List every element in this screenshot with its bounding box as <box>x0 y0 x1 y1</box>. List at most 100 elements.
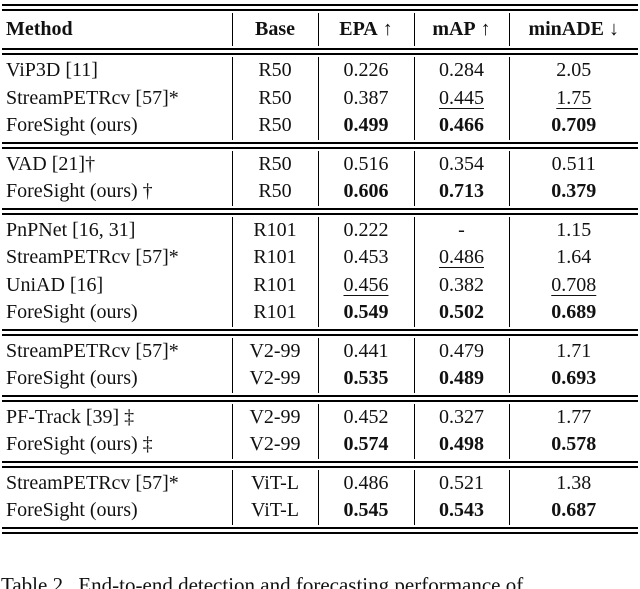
table-section: PF-Track [39] ‡ V2-99 0.452 0.327 1.77 ForeSi… <box>2 403 638 459</box>
epa-cell: 0.226 <box>317 57 414 85</box>
map-cell: 0.466 <box>413 112 509 140</box>
map-cell: 0.498 <box>413 431 509 459</box>
map-cell: 0.382 <box>413 271 509 299</box>
base-cell: R101 <box>231 299 318 327</box>
map-cell: 0.543 <box>413 497 509 525</box>
section-rule <box>2 393 638 404</box>
base-cell: R101 <box>231 271 318 299</box>
table-row: UniAD [16] R101 0.456 0.382 0.708 <box>2 271 638 299</box>
minade-cell: 1.38 <box>508 469 638 497</box>
method-cell: ForeSight (ours) ‡ <box>6 433 153 455</box>
column-header-map: mAP ↑ <box>413 13 509 46</box>
minade-cell: 1.15 <box>508 216 638 244</box>
base-cell: V2-99 <box>231 365 318 393</box>
method-cell: ForeSight (ours) <box>6 367 138 389</box>
method-cell: ForeSight (ours) <box>6 114 138 136</box>
base-cell: ViT-L <box>231 497 318 525</box>
double-rule <box>2 141 638 149</box>
column-header-minade: minADE ↓ <box>508 13 638 46</box>
minade-cell: 0.687 <box>508 497 638 525</box>
up-arrow-icon: ↑ <box>382 18 393 40</box>
epa-cell: 0.456 <box>317 271 414 299</box>
double-rule <box>2 48 638 55</box>
double-rule <box>2 328 638 336</box>
method-cell: StreamPETRcv [57]* <box>6 471 179 494</box>
map-cell: - <box>413 216 509 244</box>
column-header-method: Method <box>6 18 73 40</box>
table-row: PF-Track [39] ‡ V2-99 0.452 0.327 1.77 <box>2 403 638 431</box>
minade-cell: 0.693 <box>508 365 638 393</box>
epa-cell: 0.499 <box>317 112 414 140</box>
map-cell: 0.479 <box>413 337 509 365</box>
double-rule <box>2 460 638 468</box>
base-cell: R50 <box>231 178 318 206</box>
minade-cell: 1.77 <box>508 403 638 431</box>
table-row: ForeSight (ours) R50 0.499 0.466 0.709 <box>2 112 638 140</box>
map-cell: 0.445 <box>413 84 509 112</box>
minade-cell: 0.578 <box>508 431 638 459</box>
epa-cell: 0.452 <box>317 403 414 431</box>
minade-cell: 0.511 <box>508 150 638 178</box>
table-row: ForeSight (ours) ‡ V2-99 0.574 0.498 0.578 <box>2 431 638 459</box>
table-section: StreamPETRcv [57]* ViT-L 0.486 0.521 1.38 For… <box>2 469 638 525</box>
minade-cell: 0.708 <box>508 271 638 299</box>
minade-cell: 0.709 <box>508 112 638 140</box>
epa-cell: 0.222 <box>317 216 414 244</box>
top-rule <box>2 2 638 13</box>
table-row: ForeSight (ours) ViT-L 0.545 0.543 0.687 <box>2 497 638 525</box>
epa-cell: 0.549 <box>317 299 414 327</box>
table-row: PnPNet [16, 31] R101 0.222-1.15 <box>2 216 638 244</box>
results-table: Method Base EPA ↑ mAP ↑ minADE ↓ ViP3D [11]… <box>2 2 638 536</box>
table-row: ForeSight (ours) V2-99 0.535 0.489 0.693 <box>2 365 638 393</box>
table-caption: Table 2. End-to-end detection and forecas… <box>1 573 640 589</box>
table-row: StreamPETRcv [57]* R101 0.453 0.486 1.64 <box>2 244 638 272</box>
minade-cell: 2.05 <box>508 57 638 85</box>
method-cell: ForeSight (ours) † <box>6 180 153 202</box>
table-row: StreamPETRcv [57]* ViT-L 0.486 0.521 1.38 <box>2 469 638 497</box>
epa-cell: 0.516 <box>317 150 414 178</box>
caption-tag: Table 2. <box>1 573 69 589</box>
method-cell: StreamPETRcv [57]* <box>6 86 179 109</box>
double-rule <box>2 394 638 402</box>
table-row: StreamPETRcv [57]* R50 0.387 0.445 1.75 <box>2 84 638 112</box>
table-row: ForeSight (ours) R101 0.549 0.502 0.689 <box>2 299 638 327</box>
method-cell: ForeSight (ours) <box>6 499 138 521</box>
method-cell: StreamPETRcv [57]* <box>6 339 179 362</box>
base-cell: V2-99 <box>231 337 318 365</box>
epa-cell: 0.574 <box>317 431 414 459</box>
up-arrow-icon: ↑ <box>480 18 491 40</box>
map-cell: 0.486 <box>413 244 509 272</box>
column-header-epa: EPA ↑ <box>317 13 414 46</box>
minade-cell: 1.71 <box>508 337 638 365</box>
section-rule <box>2 206 638 217</box>
section-rule <box>2 327 638 338</box>
minade-cell: 0.689 <box>508 299 638 327</box>
method-cell: VAD [21]† <box>6 152 96 175</box>
table-row: VAD [21]† R50 0.516 0.354 0.511 <box>2 150 638 178</box>
map-cell: 0.489 <box>413 365 509 393</box>
table-section: ViP3D [11] R50 0.226 0.284 2.05 StreamPETRcv … <box>2 57 638 140</box>
base-cell: ViT-L <box>231 469 318 497</box>
header-rule <box>2 46 638 57</box>
map-cell: 0.502 <box>413 299 509 327</box>
base-cell: V2-99 <box>231 431 318 459</box>
minade-cell: 1.64 <box>508 244 638 272</box>
base-cell: R50 <box>231 150 318 178</box>
bottom-rule <box>2 525 638 536</box>
epa-cell: 0.453 <box>317 244 414 272</box>
table-section: StreamPETRcv [57]* V2-99 0.441 0.479 1.71 For… <box>2 337 638 393</box>
double-rule <box>2 4 638 11</box>
method-cell: ForeSight (ours) <box>6 301 138 323</box>
map-cell: 0.284 <box>413 57 509 85</box>
method-cell: PF-Track [39] ‡ <box>6 405 135 428</box>
base-cell: R50 <box>231 112 318 140</box>
table-row: ViP3D [11] R50 0.226 0.284 2.05 <box>2 57 638 85</box>
table-section: PnPNet [16, 31] R101 0.222-1.15 StreamPETRc… <box>2 216 638 327</box>
double-rule <box>2 526 638 534</box>
base-cell: R101 <box>231 244 318 272</box>
map-cell: 0.327 <box>413 403 509 431</box>
method-cell: UniAD [16] <box>6 273 104 296</box>
method-cell: PnPNet [16, 31] <box>6 218 136 241</box>
method-cell: StreamPETRcv [57]* <box>6 246 179 268</box>
